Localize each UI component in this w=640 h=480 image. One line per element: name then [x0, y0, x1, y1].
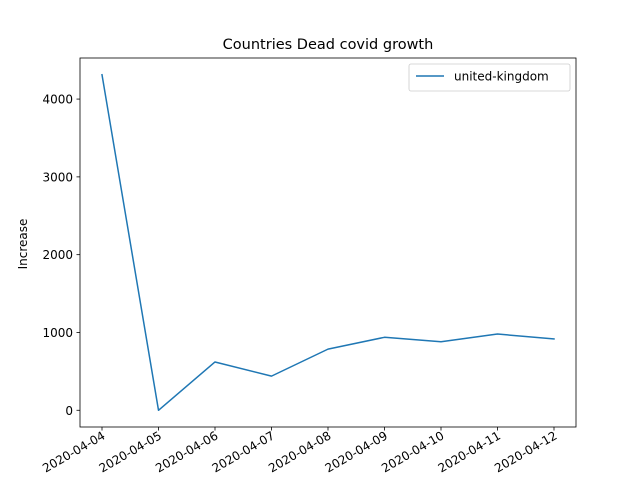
legend: united-kingdom	[408, 63, 571, 92]
legend-label-united-kingdom: united-kingdom	[454, 70, 549, 84]
y-axis-label: Increase	[16, 219, 30, 270]
y-axis-ticks: 0 1000 2000 3000 4000	[42, 93, 80, 418]
y-tick-label: 4000	[42, 93, 73, 107]
y-tick-label: 0	[65, 404, 73, 418]
x-tick-label: 2020-04-08	[266, 428, 333, 475]
data-series	[101, 73, 555, 412]
y-tick-label: 3000	[42, 170, 73, 184]
x-tick-label: 2020-04-07	[210, 428, 277, 475]
y-tick-label: 2000	[42, 248, 73, 262]
x-tick-label: 2020-04-06	[153, 428, 220, 475]
chart-title: Countries Dead covid growth	[223, 37, 434, 53]
x-tick-label: 2020-04-09	[323, 428, 390, 475]
legend-box	[408, 63, 571, 92]
x-tick-label: 2020-04-11	[436, 428, 503, 475]
x-tick-label: 2020-04-05	[97, 428, 164, 475]
plot-frame	[79, 57, 577, 428]
series-line-united-kingdom	[101, 73, 555, 412]
y-tick-label: 1000	[42, 326, 73, 340]
x-tick-label: 2020-04-10	[379, 428, 446, 475]
x-axis-ticks: 2020-04-042020-04-052020-04-062020-04-07…	[40, 427, 560, 475]
x-tick-label: 2020-04-12	[492, 428, 559, 475]
x-tick-label: 2020-04-04	[40, 428, 107, 475]
